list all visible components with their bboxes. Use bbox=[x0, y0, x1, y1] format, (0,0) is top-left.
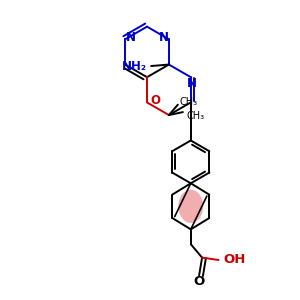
Ellipse shape bbox=[178, 190, 203, 223]
Text: N: N bbox=[159, 31, 169, 44]
Text: NH₂: NH₂ bbox=[122, 59, 147, 73]
Text: CH₃: CH₃ bbox=[187, 111, 205, 121]
Text: O: O bbox=[194, 275, 205, 289]
Text: N: N bbox=[187, 77, 197, 90]
Text: N: N bbox=[125, 31, 136, 44]
Text: O: O bbox=[150, 94, 160, 107]
Text: CH₃: CH₃ bbox=[179, 97, 197, 107]
Text: OH: OH bbox=[223, 254, 245, 266]
